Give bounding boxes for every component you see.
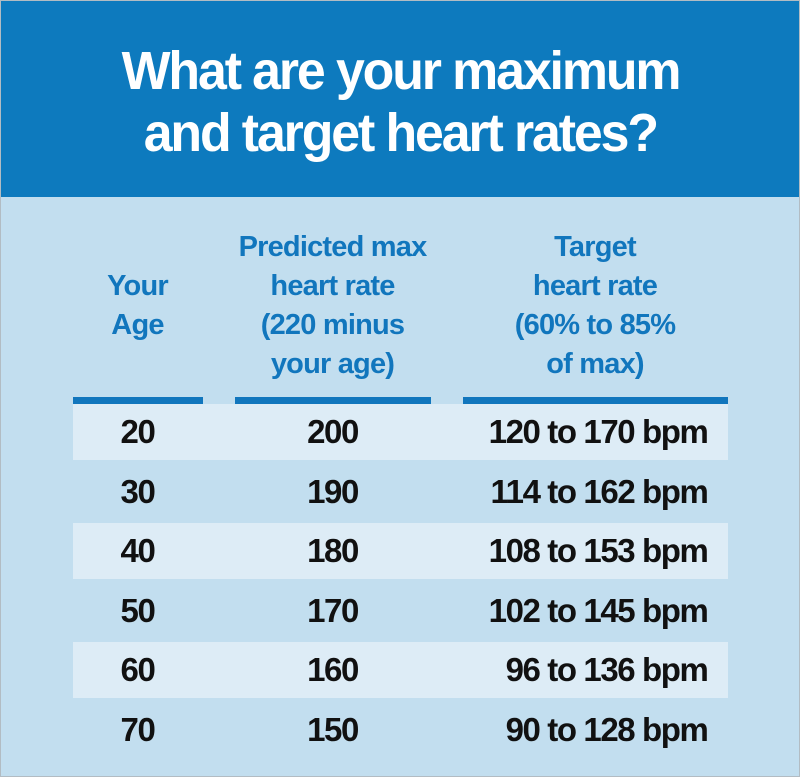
page-title-line-1: What are your maximum	[121, 41, 681, 101]
heart-rate-table: Your Age Predicted max heart rate (220 m…	[72, 227, 728, 761]
target-hr-cell: 96 to 136 bpm	[505, 651, 709, 688]
max-hr-cell: 180	[307, 532, 359, 569]
table-row-age-30: 30 190 114 to 162 bpm	[73, 460, 728, 523]
age-cell: 40	[120, 532, 156, 569]
column-header-line: Age	[111, 309, 164, 341]
page-title-line-2: and target heart rates?	[143, 103, 658, 163]
max-hr-cell: 190	[307, 472, 359, 510]
target-hr-cell: 108 to 153 bpm	[488, 532, 709, 569]
age-cell: 50	[120, 591, 156, 629]
table-row-age-50: 50 170 102 to 145 bpm	[73, 579, 728, 642]
column-header-target-lines: Target heart rate (60% to 85% of max)	[463, 227, 728, 385]
column-header-age-lines: Your Age	[73, 227, 203, 385]
age-cell: 20	[120, 413, 156, 450]
table-row-age-40: 40 180 108 to 153 bpm	[72, 523, 728, 579]
age-cell: 60	[120, 651, 156, 688]
max-hr-cell: 170	[307, 591, 359, 629]
table-row-age-60: 60 160 96 to 136 bpm	[72, 642, 728, 698]
table-header-row: Your Age Predicted max heart rate (220 m…	[72, 227, 728, 404]
table-row-age-20: 20 200 120 to 170 bpm	[72, 404, 728, 460]
column-header-max-lines: Predicted max heart rate (220 minus your…	[235, 227, 431, 385]
column-header-line: Target	[554, 231, 636, 263]
column-underline	[234, 397, 431, 404]
age-cell: 30	[120, 472, 156, 510]
age-cell: 70	[120, 710, 156, 748]
column-header-max-heart-rate: Predicted max heart rate (220 minus your…	[234, 227, 431, 404]
column-header-line: Predicted max	[238, 231, 428, 263]
max-hr-cell: 200	[307, 413, 359, 450]
target-hr-cell: 102 to 145 bpm	[488, 591, 709, 629]
table-row-age-70: 70 150 90 to 128 bpm	[73, 698, 728, 761]
column-header-age: Your Age	[72, 227, 203, 404]
column-header-line: Your	[107, 270, 169, 302]
column-header-line: heart rate	[532, 270, 658, 302]
column-header-target-heart-rate: Target heart rate (60% to 85% of max)	[462, 227, 728, 404]
column-underline	[462, 397, 728, 404]
target-hr-cell: 120 to 170 bpm	[488, 413, 709, 450]
column-header-line: of max)	[546, 348, 644, 380]
column-underline	[72, 397, 203, 404]
column-header-line: (60% to 85%	[514, 309, 676, 341]
header-banner: What are your maximum and target heart r…	[1, 1, 799, 197]
column-header-line: your age)	[270, 348, 395, 380]
target-hr-cell: 114 to 162 bpm	[490, 472, 708, 510]
column-header-line: (220 minus	[260, 309, 405, 341]
target-hr-cell: 90 to 128 bpm	[505, 710, 709, 748]
max-hr-cell: 150	[307, 710, 359, 748]
table-body: 20 200 120 to 170 bpm 30 190 114 to 162 …	[72, 404, 728, 761]
max-hr-cell: 160	[307, 651, 359, 688]
column-header-line: heart rate	[270, 270, 395, 302]
